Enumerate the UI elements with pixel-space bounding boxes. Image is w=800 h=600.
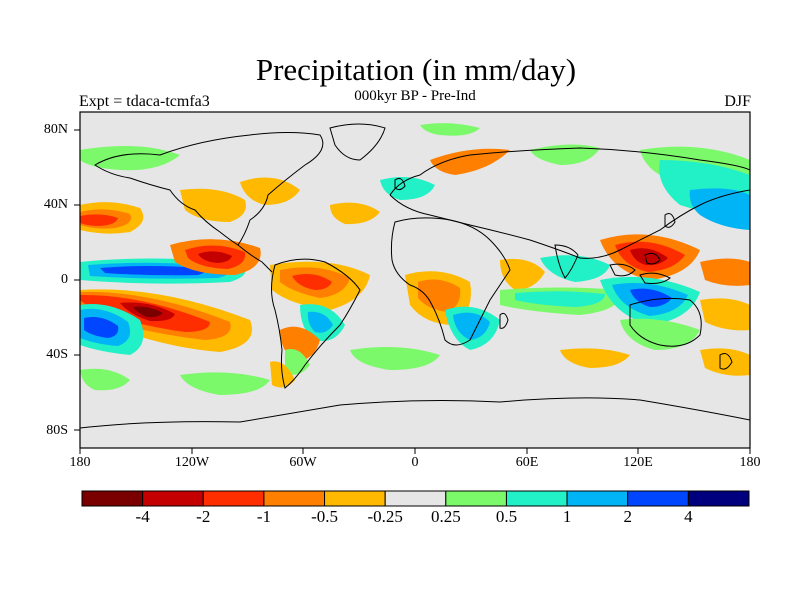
- lon-tick-label: 120W: [174, 455, 210, 470]
- experiment-label: Expt = tdaca-tcmfa3: [79, 93, 210, 110]
- colorbar: [81, 490, 750, 507]
- lon-tick-label: 120E: [623, 455, 653, 470]
- colorbar-swatch: [263, 490, 326, 507]
- colorbar-label: 4: [684, 507, 693, 526]
- season-label: DJF: [724, 93, 751, 110]
- colorbar-swatch: [142, 490, 204, 507]
- lat-tick-label: 80N: [43, 122, 68, 137]
- lon-tick-label: 60E: [515, 455, 539, 470]
- colorbar-swatch: [324, 490, 386, 507]
- colorbar-label: 0.25: [430, 507, 461, 526]
- lat-tick-label: 40S: [46, 347, 68, 362]
- colorbar-swatch: [505, 490, 568, 507]
- colorbar-label: -0.25: [367, 507, 403, 526]
- colorbar-swatch: [566, 490, 629, 507]
- colorbar-label: -1: [256, 507, 271, 526]
- lat-tick-label: 40N: [43, 197, 68, 212]
- colorbar-swatch: [627, 490, 689, 507]
- colorbar-swatch: [81, 490, 144, 507]
- lat-tick-label: 80S: [46, 423, 68, 438]
- precipitation-fields: [80, 123, 750, 395]
- colorbar-swatch: [202, 490, 265, 507]
- colorbar-label: -2: [196, 507, 211, 526]
- lon-tick-label: 60W: [289, 455, 317, 470]
- colorbar-swatch: [384, 490, 447, 507]
- lon-tick-label: 180: [739, 455, 761, 470]
- lon-tick-label: 0: [411, 455, 419, 470]
- colorbar-label: -4: [135, 507, 150, 526]
- chart-title: Precipitation (in mm/day): [255, 52, 577, 87]
- axis-ticks: [74, 129, 751, 454]
- coastlines: [80, 123, 750, 429]
- chart-subtitle: 000kyr BP - Pre-Ind: [354, 88, 476, 104]
- colorbar-label: 2: [623, 507, 632, 526]
- colorbar-label: -0.5: [311, 507, 338, 526]
- colorbar-swatch: [687, 490, 750, 507]
- colorbar-label: 0.5: [495, 507, 518, 526]
- colorbar-swatch: [445, 490, 507, 507]
- lat-tick-label: 0: [61, 272, 68, 287]
- colorbar-label: 1: [562, 507, 572, 526]
- lon-tick-label: 180: [69, 455, 91, 470]
- map-plot-area: [80, 112, 750, 448]
